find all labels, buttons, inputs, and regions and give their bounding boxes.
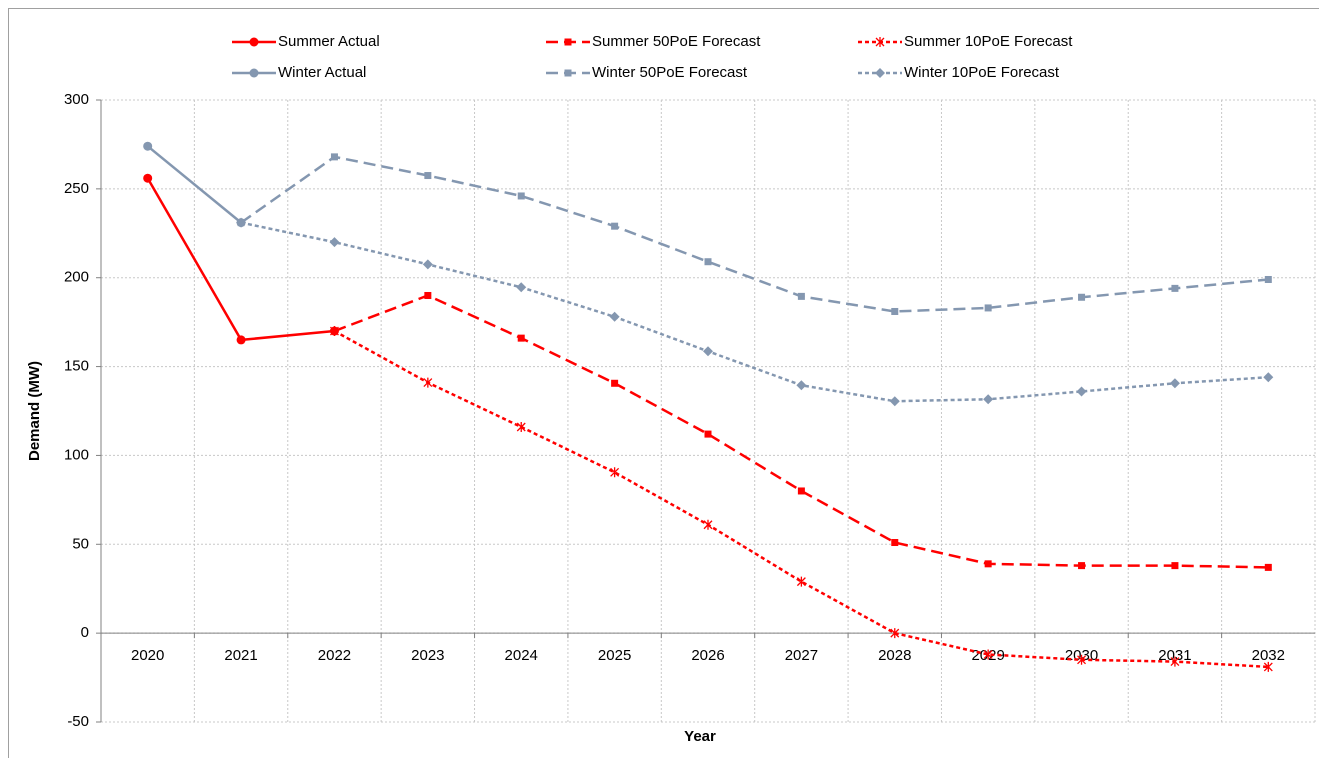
data-point: [704, 430, 712, 438]
data-point: [984, 304, 992, 312]
data-point: [422, 259, 433, 270]
data-point: [797, 487, 805, 495]
y-tick-label: 250: [64, 180, 89, 197]
legend-marker: [564, 69, 572, 77]
data-point: [1169, 378, 1180, 389]
x-tick-label: 2027: [785, 647, 818, 664]
data-point: [329, 237, 340, 248]
data-point: [703, 346, 713, 357]
series-line: [146, 145, 242, 224]
y-tick-label: 300: [64, 91, 89, 108]
data-point: [1264, 275, 1272, 283]
x-tick-label: 2028: [878, 647, 911, 664]
legend-marker: [875, 68, 885, 78]
x-tick-label: 2022: [318, 647, 351, 664]
data-point: [517, 192, 525, 200]
data-point: [611, 222, 619, 230]
series-line: [240, 155, 1269, 313]
legend-label: Summer Actual: [278, 33, 380, 50]
data-point: [423, 377, 433, 388]
data-point: [1263, 661, 1273, 672]
x-tick-label: 2025: [598, 647, 631, 664]
data-point: [984, 560, 992, 568]
data-point: [424, 291, 432, 299]
x-tick-label: 2020: [131, 647, 164, 664]
legend-label: Summer 10PoE Forecast: [904, 33, 1073, 50]
y-tick-label: 100: [64, 446, 89, 463]
series-line: [334, 294, 1269, 569]
y-tick-label: 200: [64, 269, 89, 286]
data-point: [1078, 562, 1086, 570]
x-tick-label: 2032: [1252, 647, 1285, 664]
data-point: [1078, 293, 1086, 301]
x-tick-label: 2031: [1158, 647, 1191, 664]
y-tick-label: 50: [72, 535, 89, 552]
data-point: [983, 394, 994, 405]
legend-marker: [875, 37, 885, 47]
legend-marker: [249, 68, 259, 78]
data-point: [516, 282, 527, 293]
data-point: [890, 628, 900, 639]
data-point: [143, 141, 153, 151]
data-point: [1077, 654, 1086, 665]
data-point: [330, 153, 338, 161]
data-point: [516, 421, 526, 432]
x-tick-label: 2023: [411, 647, 444, 664]
data-point: [236, 335, 246, 345]
y-tick-label: 150: [64, 358, 89, 375]
y-tick-label: 0: [81, 624, 89, 641]
data-point: [517, 334, 525, 342]
legend-label: Winter Actual: [278, 64, 366, 81]
data-point: [704, 258, 712, 266]
data-point: [424, 172, 432, 180]
data-point: [891, 307, 899, 315]
x-tick-label: 2024: [505, 647, 538, 664]
data-point: [610, 467, 620, 478]
y-tick-label: -50: [67, 713, 89, 730]
data-point: [1263, 372, 1274, 383]
data-point: [143, 173, 153, 183]
series-line: [240, 221, 1269, 403]
data-point: [796, 380, 807, 391]
data-point: [1076, 386, 1087, 397]
data-point: [330, 326, 339, 337]
data-point: [889, 396, 900, 407]
x-tick-label: 2021: [224, 647, 257, 664]
y-axis-title: Demand (MW): [26, 361, 43, 461]
data-point: [797, 292, 805, 300]
x-tick-label: 2026: [691, 647, 724, 664]
data-point: [1171, 284, 1179, 292]
data-point: [1264, 563, 1272, 571]
data-point: [236, 217, 247, 228]
legend-label: Winter 50PoE Forecast: [592, 64, 748, 81]
data-point: [796, 576, 806, 587]
legend-marker: [249, 37, 259, 47]
data-point: [611, 379, 619, 387]
series-line: [333, 329, 1269, 669]
data-point: [1170, 656, 1180, 667]
data-point: [983, 649, 993, 660]
legend-label: Summer 50PoE Forecast: [592, 33, 761, 50]
data-point: [609, 311, 620, 322]
data-point: [891, 539, 899, 547]
legend-label: Winter 10PoE Forecast: [904, 64, 1060, 81]
chart-frame: [8, 8, 1319, 758]
series-line: [146, 177, 335, 342]
data-point: [703, 519, 713, 530]
x-axis-title: Year: [684, 728, 716, 745]
legend-marker: [564, 38, 572, 46]
data-point: [1171, 562, 1179, 570]
